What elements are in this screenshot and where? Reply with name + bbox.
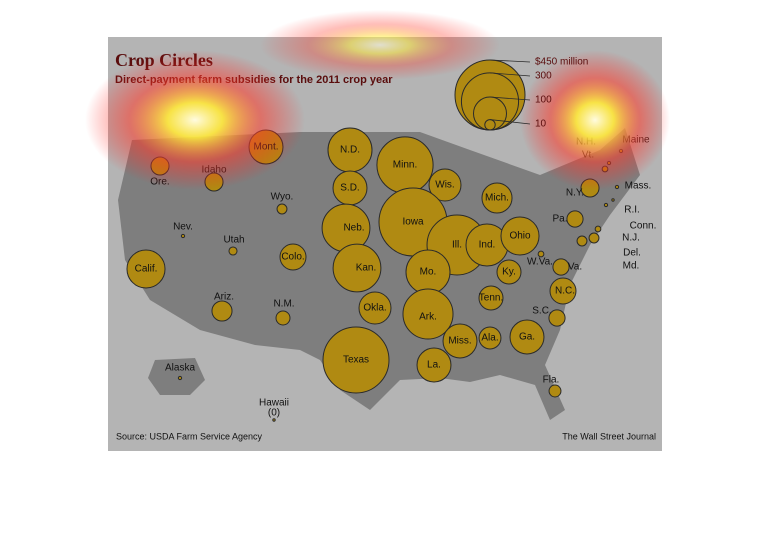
state-label: Colo. [281, 252, 304, 263]
legend-label: 10 [535, 119, 547, 130]
legend-leader [489, 72, 531, 77]
state-label: Ill. [452, 240, 462, 251]
state-bubble [481, 182, 513, 214]
state-label: Okla. [363, 303, 386, 314]
state-label: Wyo. [271, 192, 294, 203]
state-label: Del. [623, 248, 641, 259]
state-label: N.D. [340, 145, 360, 156]
state-bubble [548, 384, 562, 398]
state-label: Alaska [165, 363, 195, 374]
state-bubble [537, 250, 545, 258]
state-bubble [576, 235, 588, 247]
legend-label: 300 [535, 71, 552, 82]
state-bubble [416, 347, 452, 383]
state-label: Neb. [343, 223, 364, 234]
state-bubble [478, 285, 504, 311]
state-label: Ind. [479, 240, 496, 251]
state-label: Conn. [630, 221, 657, 232]
state-label: N.C. [555, 286, 575, 297]
legend-leader [489, 96, 531, 101]
state-label: S.C. [532, 306, 551, 317]
state-label: R.I. [624, 205, 640, 216]
state-bubble [358, 291, 392, 325]
state-label: Calif. [135, 264, 158, 275]
state-bubble [332, 243, 382, 293]
state-bubble [177, 375, 183, 381]
state-label: Ariz. [214, 292, 234, 303]
state-label: Utah [223, 235, 244, 246]
state-bubble [402, 288, 454, 340]
glow [85, 50, 305, 190]
state-bubble [276, 203, 288, 215]
state-label: Tenn. [479, 293, 503, 304]
source: Source: USDA Farm Service Agency [116, 431, 263, 441]
glows [85, 10, 670, 190]
state-label: Hawaii [259, 398, 289, 409]
state-label: Ohio [509, 231, 531, 242]
state-label: N.Y. [566, 188, 584, 199]
state-value-label: (0) [268, 408, 280, 419]
state-bubble [588, 232, 600, 244]
state-label: Minn. [393, 160, 417, 171]
state-bubble [552, 258, 570, 276]
state-bubble [228, 246, 238, 256]
state-label: N.M. [273, 299, 294, 310]
state-label: Mich. [485, 193, 509, 204]
state-bubble [211, 300, 233, 322]
glow [260, 10, 500, 80]
state-bubble [275, 310, 291, 326]
state-bubble [442, 323, 478, 359]
state-bubble [272, 418, 276, 422]
state-label: Kan. [356, 263, 377, 274]
state-label: Nev. [173, 222, 193, 233]
legend: $450 million 300 100 10 [454, 57, 588, 131]
state-label: Iowa [402, 217, 424, 228]
state-bubble [509, 319, 545, 355]
state-label: Va. [568, 262, 582, 273]
state-label: Fla. [543, 375, 560, 386]
state-label: Ark. [419, 312, 437, 323]
state-bubble [566, 210, 584, 228]
legend-leader [489, 119, 531, 125]
state-label: W.Va. [527, 257, 553, 268]
state-label: La. [427, 360, 441, 371]
state-label: Ga. [519, 332, 535, 343]
legend-label: $450 million [535, 57, 588, 68]
state-bubble [322, 326, 390, 394]
state-bubble [603, 202, 609, 208]
legend-label: 100 [535, 95, 552, 106]
state-bubble [496, 259, 522, 285]
state-bubble [611, 198, 615, 202]
state-bubble [500, 216, 540, 256]
state-label: Ky. [502, 267, 516, 278]
state-label: Ala. [481, 333, 498, 344]
state-label: Mass. [625, 181, 652, 192]
state-label: N.J. [622, 233, 640, 244]
alaska-land [148, 358, 205, 395]
state-label: S.D. [340, 183, 359, 194]
state-bubble [478, 326, 502, 350]
state-label: Wis. [435, 180, 454, 191]
state-bubble [594, 225, 602, 233]
legend-leader [489, 59, 531, 63]
state-bubble [548, 309, 566, 327]
state-bubble [180, 233, 186, 239]
state-label: Md. [623, 261, 640, 272]
state-label: Miss. [448, 336, 471, 347]
state-label: Mo. [420, 267, 437, 278]
state-label: Texas [343, 355, 369, 366]
credit: The Wall Street Journal [562, 431, 656, 441]
state-bubble [279, 243, 307, 271]
state-bubble [428, 168, 462, 202]
glow [520, 50, 670, 190]
state-bubble [549, 277, 577, 305]
state-bubble [126, 249, 166, 289]
state-label: Pa. [552, 214, 567, 225]
